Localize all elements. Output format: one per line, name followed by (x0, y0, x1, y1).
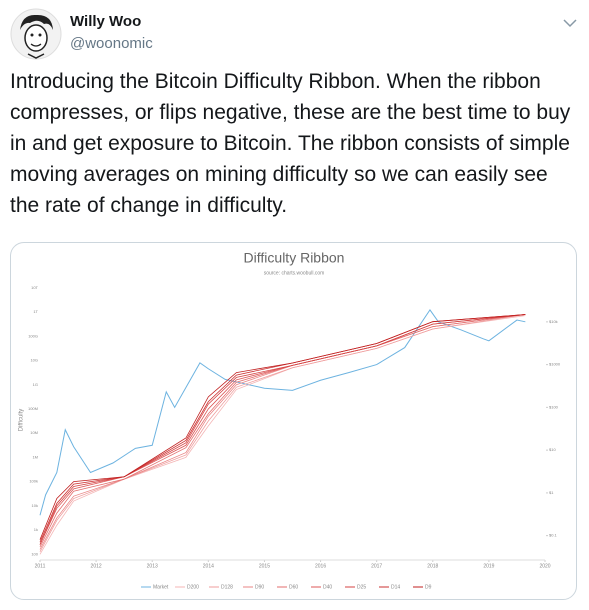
chart: Difficulty Ribbon source: charts.woobull… (19, 250, 561, 591)
x-tick-label: 2019 (483, 563, 494, 569)
user-handle[interactable]: @woonomic (70, 35, 153, 52)
x-tick-label: 2014 (203, 563, 214, 569)
legend-label: D14 (391, 584, 400, 590)
legend-label: D90 (255, 584, 264, 590)
y2-tick-label: $10k (549, 319, 558, 324)
y2-tick-label: $100 (549, 404, 559, 409)
y-tick-label: 10k (32, 503, 38, 508)
legend-label: D128 (221, 584, 233, 590)
y-tick-label: 100k (29, 479, 38, 484)
y2-tick-label: $10 (549, 447, 556, 452)
menu-chevron[interactable] (563, 18, 577, 28)
media-card[interactable]: Difficulty Ribbon source: charts.woobull… (10, 242, 577, 600)
x-tick-label: 2016 (315, 563, 326, 569)
x-tick-label: 2011 (35, 563, 46, 569)
series-line (39, 314, 526, 543)
chart-title: Difficulty Ribbon (244, 250, 345, 266)
y2-tick-label: $1 (549, 490, 554, 495)
series-line (39, 314, 526, 548)
series-line (39, 314, 526, 545)
y-tick-label: 10T (31, 285, 38, 290)
legend-label: D40 (323, 584, 332, 590)
series-line (39, 315, 526, 555)
series-line (39, 314, 526, 540)
y-tick-label: 1T (33, 309, 38, 314)
series-line (39, 314, 526, 545)
y-tick-label: 1k (34, 527, 38, 532)
y-tick-label: 1G (33, 382, 38, 387)
y-tick-label: 100M (28, 406, 38, 411)
y2-tick-label: $0.1 (549, 533, 558, 538)
y-axis-label: Difficulty (19, 409, 25, 432)
legend-label: Market (153, 584, 169, 590)
y-tick-label: 100G (28, 333, 38, 338)
legend-label: D9 (425, 584, 432, 590)
y-tick-label: 100 (31, 551, 38, 556)
x-tick-label: 2015 (259, 563, 270, 569)
avatar[interactable] (10, 8, 62, 60)
x-tick-label: 2018 (427, 563, 438, 569)
tweet-text: Introducing the Bitcoin Difficulty Ribbo… (10, 70, 571, 217)
x-tick-label: 2020 (539, 563, 550, 569)
y-tick-label: 10G (30, 358, 38, 363)
user-name[interactable]: Willy Woo (70, 13, 142, 30)
x-tick-label: 2013 (147, 563, 158, 569)
chart-subtitle: source: charts.woobull.com (264, 270, 325, 276)
series-line (39, 314, 526, 553)
y2-tick-label: $1000 (549, 362, 561, 367)
legend-label: D60 (289, 584, 298, 590)
x-tick-label: 2012 (91, 563, 102, 569)
series-line (39, 314, 526, 550)
y-tick-label: 10M (30, 430, 38, 435)
legend-label: D200 (187, 584, 199, 590)
x-tick-label: 2017 (371, 563, 382, 569)
legend-label: D25 (357, 584, 366, 590)
series-line (39, 309, 526, 516)
y-tick-label: 1M (32, 454, 38, 459)
